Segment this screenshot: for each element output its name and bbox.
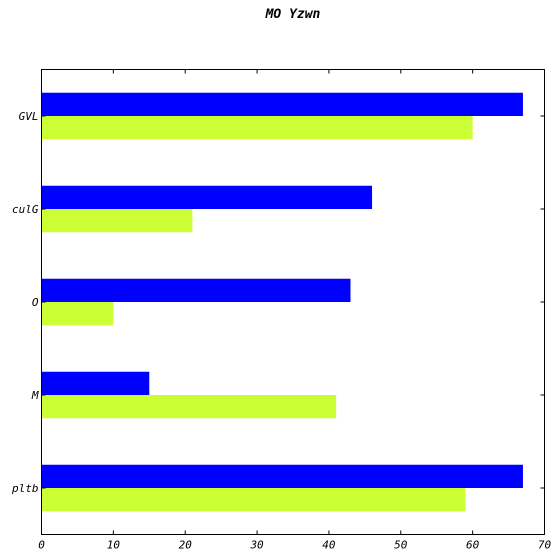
x-tick-label: 10 <box>107 539 121 552</box>
bar-O-series-1 <box>41 278 351 302</box>
x-tick-label: 40 <box>322 539 336 552</box>
bar-pltb-series-1 <box>41 464 523 488</box>
bars-group <box>41 92 523 512</box>
x-tick-label: 70 <box>538 539 552 552</box>
x-tick-label: 30 <box>249 539 264 552</box>
x-tick-label: 0 <box>38 539 45 552</box>
bar-GVL-series-1 <box>41 92 523 116</box>
bar-M-series-2 <box>41 395 337 419</box>
bar-pltb-series-2 <box>41 488 466 512</box>
x-axis-ticks: 0 10 20 30 40 50 60 70 <box>38 69 552 552</box>
x-tick-label: 50 <box>394 539 408 552</box>
x-tick-label: 20 <box>179 539 193 552</box>
bar-culG-series-1 <box>41 185 373 209</box>
bar-O-series-2 <box>41 302 114 326</box>
category-label: pltb <box>11 482 39 495</box>
category-label: O <box>32 296 39 309</box>
bar-GVL-series-2 <box>41 116 473 140</box>
chart-title: MO Yzwn <box>265 7 321 22</box>
category-label: culG <box>12 203 39 216</box>
plot-frame <box>41 69 545 535</box>
bar-culG-series-2 <box>41 209 193 233</box>
category-label: M <box>31 389 39 402</box>
bar-M-series-1 <box>41 371 150 395</box>
x-tick-label: 60 <box>466 539 480 552</box>
category-label: GVL <box>19 110 39 123</box>
